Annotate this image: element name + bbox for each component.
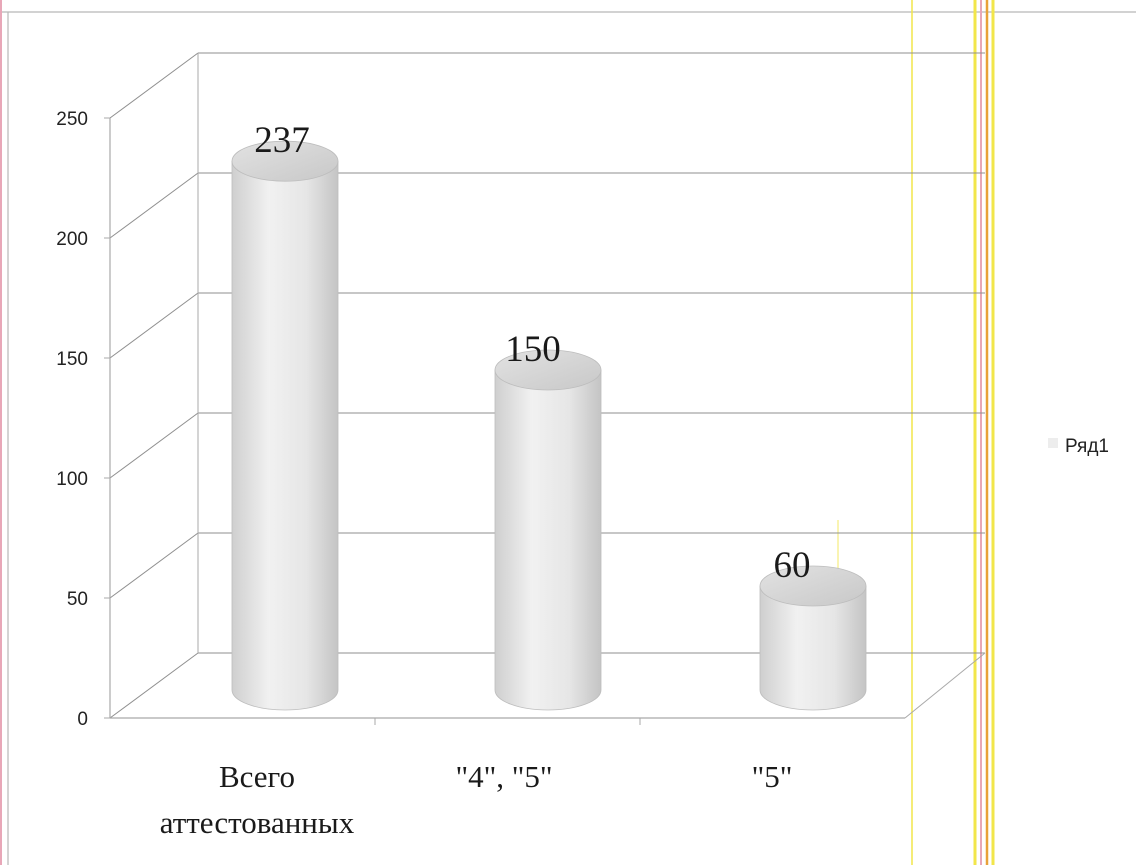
- floor-edge-line: [904, 652, 986, 719]
- x-category-label: Всего: [219, 759, 295, 794]
- side-wall-gridline: [109, 172, 199, 239]
- bar-body: [494, 369, 602, 711]
- bar-cylinder: [494, 349, 602, 711]
- side-wall-gridline: [109, 52, 199, 119]
- x-category-label: "4", "5": [455, 759, 552, 794]
- y-tick-label: 150: [56, 349, 88, 370]
- y-tick-label: 0: [77, 709, 88, 730]
- bar-body: [759, 585, 867, 711]
- bar-data-label: 60: [774, 545, 811, 586]
- x-category-label: "5": [752, 759, 793, 794]
- side-wall-gridline: [109, 532, 199, 599]
- side-wall-gridline: [109, 412, 199, 479]
- y-tick-label: 50: [67, 589, 88, 610]
- bar-cylinder: [231, 140, 339, 711]
- y-tick-label: 250: [56, 109, 88, 130]
- legend-series-label: Ряд1: [1065, 436, 1109, 457]
- bar-top: [231, 140, 339, 182]
- bar-data-label: 237: [254, 120, 310, 161]
- x-category-label: аттестованных: [160, 805, 355, 840]
- bar-body: [231, 160, 339, 711]
- side-wall-gridline: [109, 292, 199, 359]
- side-wall-gridline: [109, 652, 199, 719]
- y-tick-label: 200: [56, 229, 88, 250]
- bar-data-label: 150: [505, 329, 561, 370]
- y-tick-label: 100: [56, 469, 88, 490]
- bar-top: [494, 349, 602, 391]
- bar-cylinder: [759, 565, 867, 711]
- bar-top: [759, 565, 867, 607]
- legend-color-key: [1048, 438, 1058, 448]
